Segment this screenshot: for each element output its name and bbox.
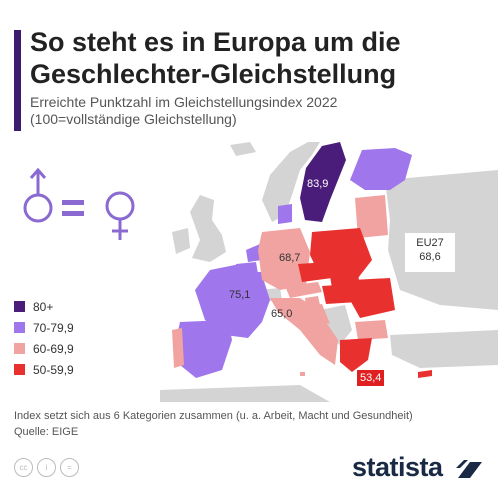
legend-swatch: [14, 322, 25, 333]
legend-label: 80+: [33, 299, 54, 314]
label-italy: 65,0: [271, 308, 293, 320]
legend-item-50-59: 50-59,9: [14, 359, 74, 380]
nd-icon[interactable]: =: [60, 458, 79, 477]
label-greece: 53,4: [357, 370, 385, 386]
malta-shape: [300, 372, 305, 376]
denmark-shape: [278, 204, 292, 224]
band-50-59: [298, 228, 432, 378]
subtitle-line-2: (100=vollständige Gleichstellung): [30, 111, 237, 127]
eu-label: EU27: [416, 237, 444, 249]
slovenia-shape: [305, 296, 320, 306]
iceland-shape: [230, 142, 256, 156]
statista-logo-text[interactable]: statista: [352, 452, 443, 482]
cyprus-shape: [418, 370, 432, 378]
page-title: So steht es in Europa um die Geschlechte…: [30, 26, 490, 90]
legend-label: 70-79,9: [33, 320, 74, 335]
label-france: 75,1: [229, 289, 251, 301]
accent-bar: [14, 30, 21, 131]
equals-bottom-bar: [62, 211, 84, 216]
license-icons: cc i =: [14, 458, 79, 477]
legend-item-70-79: 70-79,9: [14, 317, 74, 338]
baltics-shape: [355, 195, 388, 238]
legend-item-60-69: 60-69,9: [14, 338, 74, 359]
legend-label: 60-69,9: [33, 341, 74, 356]
statista-logo-icon[interactable]: [456, 458, 484, 480]
czechia-shape: [298, 262, 332, 282]
map-svg: [23, 142, 498, 402]
cc-icon[interactable]: cc: [14, 458, 33, 477]
equals-top-bar: [62, 200, 84, 205]
finland-shape: [350, 148, 412, 190]
sweden-shape: [300, 142, 346, 222]
norway-shape: [262, 142, 320, 222]
label-sweden: 83,9: [307, 178, 329, 190]
greece-shape: [340, 338, 372, 372]
index-note: Index setzt sich aus 6 Kategorien zusamm…: [14, 410, 413, 422]
gender-equality-icon: [23, 167, 135, 240]
luxembourg-shape: [256, 272, 262, 278]
ireland-shape: [172, 228, 190, 254]
subtitle-line-1: Erreichte Punktzahl im Gleichstellungsin…: [30, 94, 338, 110]
legend-swatch: [14, 301, 25, 312]
legend-swatch: [14, 364, 25, 375]
portugal-shape: [172, 328, 184, 368]
france-shape: [195, 264, 270, 338]
legend-item-80-plus: 80+: [14, 296, 74, 317]
africa-shape: [160, 385, 330, 402]
female-symbol-circle: [105, 191, 135, 221]
band-80-plus: [300, 142, 346, 222]
europe-map: [0, 140, 498, 402]
title-line-1: So steht es in Europa um die: [30, 27, 401, 57]
netherlands-shape: [246, 244, 262, 262]
footnote: Index setzt sich aus 6 Kategorien zusamm…: [14, 408, 413, 440]
page-subtitle: Erreichte Punktzahl im Gleichstellungsin…: [30, 94, 490, 128]
eu-average-box: EU27 68,6: [405, 233, 455, 272]
band-60-69: [172, 195, 388, 376]
title-line-2: Geschlechter-Gleichstellung: [30, 59, 397, 89]
eu-value: 68,6: [419, 251, 441, 263]
hungary-shape: [322, 284, 358, 304]
uk-shape: [190, 195, 226, 262]
austria-shape: [285, 282, 322, 298]
by-icon[interactable]: i: [37, 458, 56, 477]
spain-shape: [176, 320, 232, 378]
turkey-shape: [390, 330, 498, 368]
source-note: Quelle: EIGE: [14, 426, 79, 438]
band-70-79: [176, 148, 412, 378]
legend-swatch: [14, 343, 25, 354]
male-symbol-circle: [23, 193, 53, 223]
legend: 80+ 70-79,9 60-69,9 50-59,9: [14, 296, 74, 380]
croatia-shape: [304, 304, 330, 324]
male-symbol-arrowhead: [29, 167, 47, 179]
label-germany: 68,7: [279, 252, 301, 264]
romania-shape: [350, 278, 395, 318]
germany-shape: [258, 228, 310, 290]
legend-label: 50-59,9: [33, 362, 74, 377]
bulgaria-shape: [355, 320, 388, 340]
